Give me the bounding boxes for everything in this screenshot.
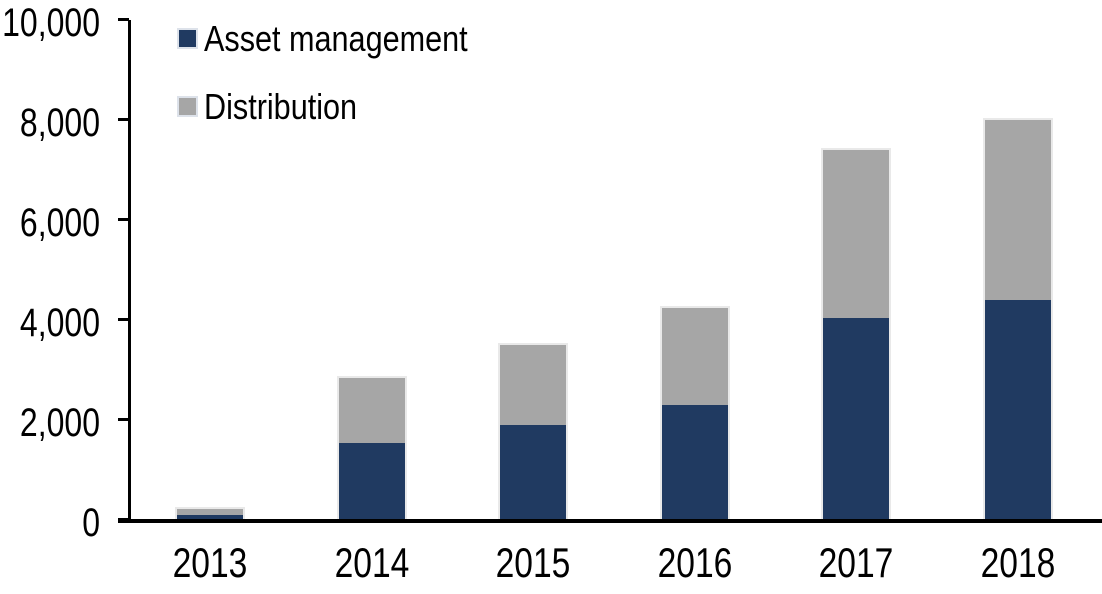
x-axis-line xyxy=(118,519,1102,523)
legend-swatch-asset-management xyxy=(179,30,196,47)
bar-2014 xyxy=(338,377,405,520)
y-tick-mark xyxy=(118,218,129,221)
x-category-label-2014: 2014 xyxy=(334,539,409,586)
x-category-label-2018: 2018 xyxy=(980,539,1056,586)
bar-2018 xyxy=(985,120,1051,520)
bar-2015 xyxy=(500,345,567,520)
bar-segment-asset-management-2014 xyxy=(338,442,405,520)
y-tick-label: 4,000 xyxy=(19,301,101,345)
y-tick-mark xyxy=(118,418,129,421)
legend-label: Distribution xyxy=(204,86,358,127)
bar-segment-distribution-2015 xyxy=(500,345,567,425)
legend-label: Asset management xyxy=(204,18,468,59)
bar-2017 xyxy=(823,150,890,520)
bar-segment-distribution-2018 xyxy=(985,120,1051,300)
y-tick-label: 2,000 xyxy=(19,401,101,445)
y-tick-mark xyxy=(118,118,129,121)
y-axis-line xyxy=(128,20,131,523)
bar-2013 xyxy=(177,509,243,520)
x-category-label-2013: 2013 xyxy=(172,539,248,586)
bar-segment-distribution-2013 xyxy=(177,509,243,515)
y-tick-mark xyxy=(118,318,129,321)
x-category-label-2015: 2015 xyxy=(495,539,571,586)
bar-2016 xyxy=(661,307,728,520)
y-tick-mark xyxy=(118,18,129,21)
y-tick-label: 6,000 xyxy=(19,201,101,245)
x-category-label-2016: 2016 xyxy=(657,539,733,586)
bar-segment-asset-management-2016 xyxy=(661,405,728,520)
bar-segment-asset-management-2018 xyxy=(985,300,1051,520)
y-tick-label: 8,000 xyxy=(19,101,101,145)
bar-segment-distribution-2014 xyxy=(338,377,405,443)
bar-segment-asset-management-2015 xyxy=(500,425,567,520)
x-category-label-2017: 2017 xyxy=(819,539,894,586)
bar-segment-distribution-2016 xyxy=(661,307,728,405)
y-tick-label: 0 xyxy=(82,501,100,545)
y-tick-label: 10,000 xyxy=(2,1,100,45)
bar-segment-asset-management-2017 xyxy=(823,317,890,520)
legend-swatch-distribution xyxy=(179,98,196,115)
bar-segment-distribution-2017 xyxy=(823,150,890,318)
bar-segment-asset-management-2013 xyxy=(177,515,243,520)
